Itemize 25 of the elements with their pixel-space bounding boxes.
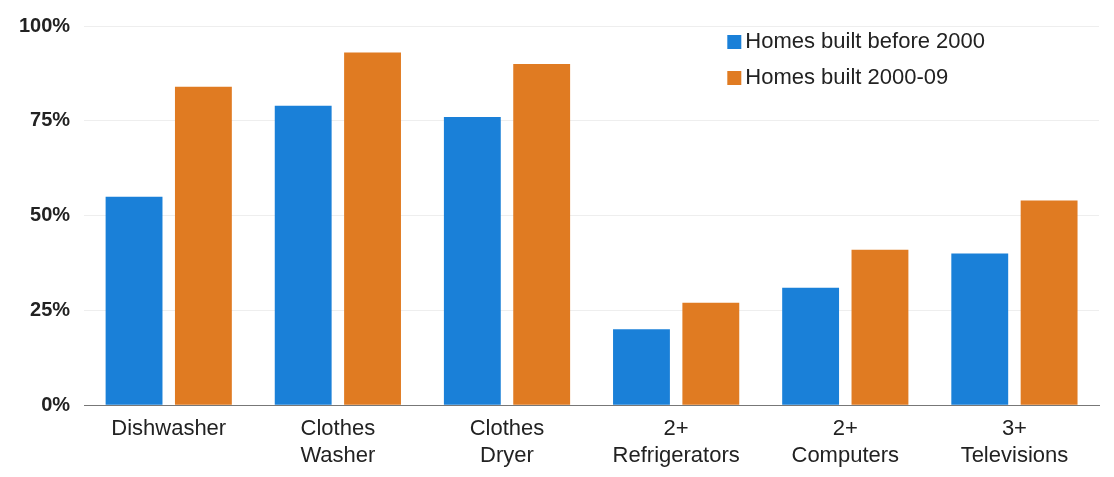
bar xyxy=(1020,200,1078,405)
bar xyxy=(682,302,740,405)
bar xyxy=(613,329,670,405)
legend-label: Homes built 2000-09 xyxy=(745,64,949,90)
y-tick-label: 75% xyxy=(30,108,71,131)
bar xyxy=(951,253,1009,405)
legend-label: Homes built before 2000 xyxy=(745,28,985,54)
bar xyxy=(851,249,909,405)
x-tick-label: Clothes Washer xyxy=(300,415,376,467)
bar xyxy=(344,52,401,405)
bar xyxy=(105,196,163,405)
bar xyxy=(513,63,571,405)
x-tick-label: Clothes Dryer xyxy=(469,415,545,467)
y-tick-label: 100% xyxy=(19,13,71,36)
x-tick-label: 3+ Televisions xyxy=(960,415,1069,467)
bar xyxy=(443,117,501,405)
bar xyxy=(782,287,840,405)
x-tick-label: 2+ Computers xyxy=(791,415,900,467)
y-tick-label: 50% xyxy=(30,203,71,226)
x-tick-label: Dishwasher xyxy=(111,415,227,441)
x-tick-label: 2+ Refrigerators xyxy=(612,415,740,467)
bar xyxy=(174,86,232,405)
y-tick-label: 0% xyxy=(41,392,71,415)
bar xyxy=(274,105,332,405)
y-tick-label: 25% xyxy=(30,297,71,320)
